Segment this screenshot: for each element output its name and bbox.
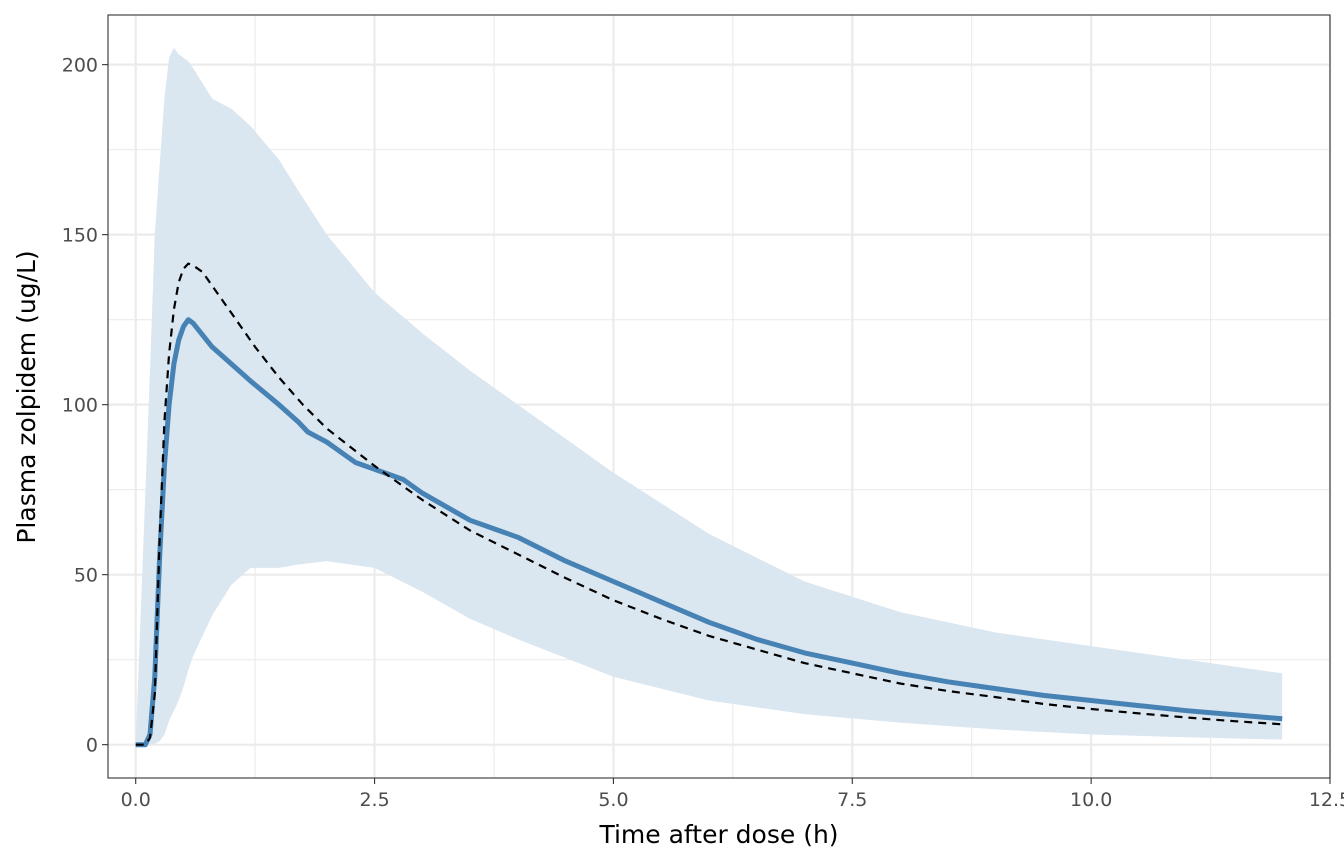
x-tick-label: 0.0 [121,789,151,811]
y-tick-label: 50 [74,565,98,587]
y-tick-label: 0 [86,735,98,757]
panel-border [107,14,1331,779]
x-tick-label: 12.5 [1309,789,1344,811]
x-tick-label: 7.5 [837,789,867,811]
axes: 0.0 2.5 5.0 7.5 10.0 12.5 0 50 100 150 200 [62,55,1344,811]
prediction-interval-ribbon [135,47,1283,745]
y-axis-title: Plasma zolpidem (ug/L) [12,250,41,543]
typical-profile-line [135,262,1283,746]
y-tick-label: 150 [62,225,98,247]
x-axis-title: Time after dose (h) [598,820,838,849]
x-tick-label: 10.0 [1070,789,1112,811]
y-tick-label: 200 [62,55,98,77]
x-tick-label: 5.0 [598,789,628,811]
data-marks [135,47,1283,748]
median-line [135,317,1283,748]
x-tick-label: 2.5 [359,789,389,811]
y-tick-label: 100 [62,395,98,417]
